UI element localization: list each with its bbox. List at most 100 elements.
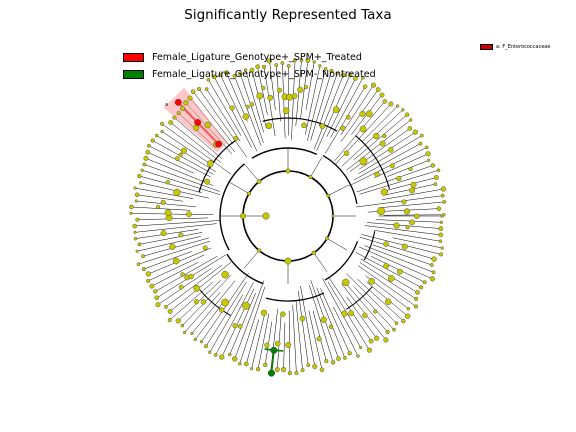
taxon-node <box>340 125 346 131</box>
branch-line <box>142 170 221 195</box>
taxon-node <box>135 249 139 253</box>
taxon-node <box>433 175 439 180</box>
branch-line <box>309 285 334 363</box>
branch-line <box>288 310 291 374</box>
branch-line <box>221 288 255 358</box>
branch-line <box>383 183 436 196</box>
taxon-node <box>340 72 346 78</box>
taxon-node <box>343 356 347 360</box>
taxon-node <box>401 243 408 250</box>
taxon-node <box>366 347 372 353</box>
taxon-node <box>308 175 313 180</box>
clade-legend-label: a: F_Enterococcaceae <box>496 44 551 50</box>
taxon-node <box>178 284 184 290</box>
branch-line <box>170 122 221 163</box>
branch-line <box>131 213 214 216</box>
taxon-node <box>134 192 140 198</box>
taxon-node <box>316 336 322 342</box>
branch-line <box>305 61 315 110</box>
taxon-node <box>149 283 155 289</box>
branch-line <box>346 119 411 171</box>
branch-line <box>148 254 205 282</box>
branch-line <box>144 164 220 192</box>
branch-line <box>326 78 356 138</box>
taxon-node <box>256 248 262 253</box>
branch-line <box>246 319 260 365</box>
taxon-node <box>167 318 172 323</box>
taxon-node <box>300 368 305 373</box>
taxon-node <box>206 77 211 82</box>
branch-line <box>165 264 223 308</box>
taxon-node <box>438 232 444 238</box>
branch-line <box>161 131 208 163</box>
taxon-node <box>174 156 180 161</box>
taxon-node <box>133 186 137 190</box>
taxon-node <box>281 367 287 373</box>
branch-line <box>245 69 264 133</box>
taxon-node <box>213 353 218 357</box>
branch-line <box>313 75 344 150</box>
taxon-node <box>237 324 243 329</box>
taxon-node <box>356 354 360 358</box>
taxon-node <box>136 262 141 266</box>
taxon-node <box>132 223 137 229</box>
taxon-node <box>382 99 388 104</box>
branch-line <box>270 308 278 373</box>
taxon-node <box>429 276 435 282</box>
taxon-node <box>415 290 420 295</box>
branch-line <box>367 222 441 229</box>
taxon-node <box>221 270 229 279</box>
taxon-node <box>139 181 143 185</box>
taxon-node <box>256 92 264 100</box>
taxon-node <box>422 280 427 285</box>
taxon-node <box>425 151 431 157</box>
taxon-node <box>280 61 285 65</box>
taxon-node <box>362 84 368 89</box>
branch-line <box>131 206 191 211</box>
branch-line <box>359 170 439 195</box>
taxon-node <box>370 82 377 88</box>
branch-line <box>316 287 346 358</box>
taxon-node <box>262 212 270 220</box>
branch-line <box>353 114 408 160</box>
taxon-node <box>342 278 350 287</box>
taxon-node <box>173 188 181 197</box>
taxon-node <box>167 309 173 314</box>
taxon-node <box>377 207 386 216</box>
taxon-node <box>320 316 327 323</box>
taxon-node <box>188 273 194 280</box>
taxon-node <box>381 133 387 139</box>
branch-line <box>142 237 209 257</box>
branch-line <box>178 280 221 322</box>
taxon-node <box>187 95 193 101</box>
branch-line <box>169 261 232 312</box>
taxon-node <box>328 324 334 329</box>
branch-line <box>359 262 417 300</box>
branch-line <box>156 135 216 172</box>
taxon-node <box>286 93 294 101</box>
taxon-node <box>160 230 167 237</box>
taxon-node <box>380 188 388 196</box>
taxon-node <box>348 310 355 317</box>
branch-line <box>316 74 351 151</box>
taxon-node <box>419 133 424 138</box>
clade-arc <box>199 289 231 317</box>
branch-line <box>239 73 264 144</box>
taxon-node <box>406 307 411 311</box>
taxon-node <box>137 242 142 247</box>
taxon-node <box>243 68 248 72</box>
taxon-node <box>326 193 330 198</box>
taxon-node <box>165 180 170 185</box>
taxon-node <box>393 222 400 229</box>
taxon-node <box>332 106 340 113</box>
taxon-node <box>383 337 389 343</box>
taxon-node <box>180 272 185 277</box>
branch-line <box>136 200 196 208</box>
taxon-node <box>374 171 380 178</box>
taxon-node <box>389 163 395 169</box>
branch-line <box>226 72 248 122</box>
branch-line <box>228 181 250 194</box>
taxon-node <box>245 104 250 109</box>
taxon-node <box>168 120 174 125</box>
taxon-node <box>256 179 262 184</box>
